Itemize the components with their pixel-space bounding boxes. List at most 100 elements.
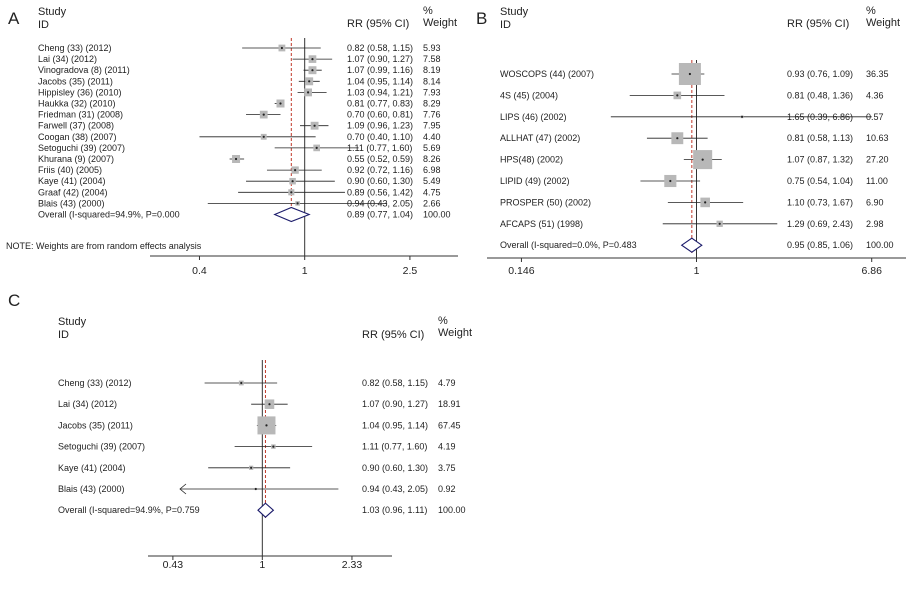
- column-header-rr: RR (95% CI): [347, 18, 409, 30]
- study-weight: 8.14: [423, 76, 441, 86]
- overall-diamond: [680, 237, 703, 253]
- study-weight: 2.98: [866, 219, 884, 229]
- study-weight: 5.69: [423, 143, 441, 153]
- study-rr-ci: 1.29 (0.69, 2.43): [787, 219, 853, 229]
- study-label: Friis (40) (2005): [38, 165, 102, 175]
- weights-note: NOTE: Weights are from random effects an…: [6, 241, 202, 251]
- study-label: Lai (34) (2012): [38, 54, 97, 64]
- column-header-id: ID: [500, 19, 511, 31]
- study-rr-ci: 1.07 (0.87, 1.32): [787, 155, 853, 165]
- study-label: LIPID (49) (2002): [500, 176, 570, 186]
- study-point-estimate: [294, 169, 297, 172]
- study-weight: 8.26: [423, 154, 441, 164]
- study-label: Khurana (9) (2007): [38, 154, 114, 164]
- study-rr-ci: 0.81 (0.77, 0.83): [347, 99, 413, 109]
- x-tick-label: 1: [259, 559, 265, 571]
- study-point-estimate: [268, 403, 271, 406]
- overall-weight: 100.00: [423, 210, 451, 220]
- study-label: Hippisley (36) (2010): [38, 87, 122, 97]
- study-point-estimate: [290, 191, 293, 194]
- study-rr-ci: 1.11 (0.77, 1.60): [362, 442, 427, 452]
- study-label: Cheng (33) (2012): [38, 43, 112, 53]
- study-point-estimate: [262, 113, 265, 116]
- study-label: Haukka (32) (2010): [38, 99, 116, 109]
- study-point-estimate: [311, 69, 314, 72]
- study-weight: 8.29: [423, 99, 441, 109]
- overall-label: Overall (I-squared=94.9%, P=0.759: [58, 505, 200, 515]
- study-weight: 7.95: [423, 121, 441, 131]
- x-tick-label: 2.33: [342, 559, 363, 571]
- study-weight: 4.19: [438, 442, 456, 452]
- study-weight: 11.00: [866, 176, 888, 186]
- study-weight: 6.98: [423, 165, 441, 175]
- study-weight: 6.90: [866, 197, 884, 207]
- study-weight: 36.35: [866, 69, 889, 79]
- overall-label: Overall (I-squared=0.0%, P=0.483: [500, 240, 637, 250]
- study-weight: 4.75: [423, 187, 441, 197]
- study-point-estimate: [291, 180, 294, 183]
- study-label: Jacobs (35) (2011): [58, 420, 133, 430]
- study-weight: 7.93: [423, 87, 441, 97]
- study-label: LIPS (46) (2002): [500, 112, 567, 122]
- study-label: Cheng (33) (2012): [58, 378, 132, 388]
- study-weight: 18.91: [438, 399, 461, 409]
- study-point-estimate: [718, 222, 721, 225]
- study-label: Setoguchi (39) (2007): [58, 442, 145, 452]
- overall-rr-ci: 0.95 (0.85, 1.06): [787, 240, 853, 250]
- study-rr-ci: 0.89 (0.56, 1.42): [347, 187, 413, 197]
- overall-weight: 100.00: [866, 240, 894, 250]
- study-rr-ci: 1.07 (0.99, 1.16): [347, 65, 413, 75]
- study-point-estimate: [669, 179, 672, 183]
- study-label: Friedman (31) (2008): [38, 110, 123, 120]
- study-point-estimate: [262, 135, 265, 138]
- study-rr-ci: 0.82 (0.58, 1.15): [362, 378, 428, 388]
- study-label: 4S (45) (2004): [500, 90, 558, 100]
- study-rr-ci: 1.11 (0.77, 1.60): [347, 143, 412, 153]
- column-header-id: ID: [38, 19, 49, 31]
- column-header-weight: Weight: [423, 17, 457, 29]
- study-weight: 0.92: [438, 484, 456, 494]
- x-tick-label: 0.4: [192, 265, 207, 277]
- study-label: Blais (43) (2000): [38, 198, 105, 208]
- study-point-estimate: [296, 202, 299, 205]
- study-weight: 3.75: [438, 463, 456, 473]
- study-rr-ci: 1.07 (0.90, 1.27): [362, 399, 428, 409]
- study-point-estimate: [234, 157, 238, 161]
- overall-diamond: [273, 206, 311, 223]
- column-header-percent: %: [423, 5, 433, 17]
- study-label: Setoguchi (39) (2007): [38, 143, 125, 153]
- study-rr-ci: 1.10 (0.73, 1.67): [787, 197, 853, 207]
- overall-rr-ci: 0.89 (0.77, 1.04): [347, 210, 413, 220]
- study-weight: 8.19: [423, 65, 441, 75]
- study-rr-ci: 1.04 (0.95, 1.14): [347, 76, 413, 86]
- study-point-estimate: [240, 381, 243, 385]
- x-tick-label: 1: [302, 265, 308, 277]
- study-rr-ci: 0.55 (0.52, 0.59): [347, 154, 413, 164]
- study-rr-ci: 0.90 (0.60, 1.30): [362, 463, 428, 473]
- study-weight: 7.76: [423, 110, 441, 120]
- study-label: ALLHAT (47) (2002): [500, 133, 580, 143]
- study-rr-ci: 0.70 (0.40, 1.10): [347, 132, 413, 142]
- study-rr-ci: 0.94 (0.43, 2.05): [362, 484, 428, 494]
- study-rr-ci: 0.92 (0.72, 1.16): [347, 165, 413, 175]
- study-label: Blais (43) (2000): [58, 484, 125, 494]
- study-point-estimate: [272, 445, 275, 448]
- study-label: HPS(48) (2002): [500, 155, 563, 165]
- study-point-estimate: [313, 124, 316, 127]
- overall-label: Overall (I-squared=94.9%, P=0.000: [38, 210, 180, 220]
- study-rr-ci: 0.75 (0.54, 1.04): [787, 176, 853, 186]
- study-label: PROSPER (50) (2002): [500, 197, 591, 207]
- column-header-rr: RR (95% CI): [787, 18, 849, 30]
- column-header-percent: %: [438, 315, 448, 327]
- study-weight: 10.63: [866, 133, 889, 143]
- overall-diamond: [257, 502, 275, 518]
- column-header-study: Study: [58, 316, 87, 328]
- study-weight: 2.66: [423, 198, 441, 208]
- column-header-id: ID: [58, 329, 69, 341]
- study-point-estimate: [688, 72, 691, 76]
- study-label: AFCAPS (51) (1998): [500, 219, 583, 229]
- study-weight: 67.45: [438, 420, 461, 430]
